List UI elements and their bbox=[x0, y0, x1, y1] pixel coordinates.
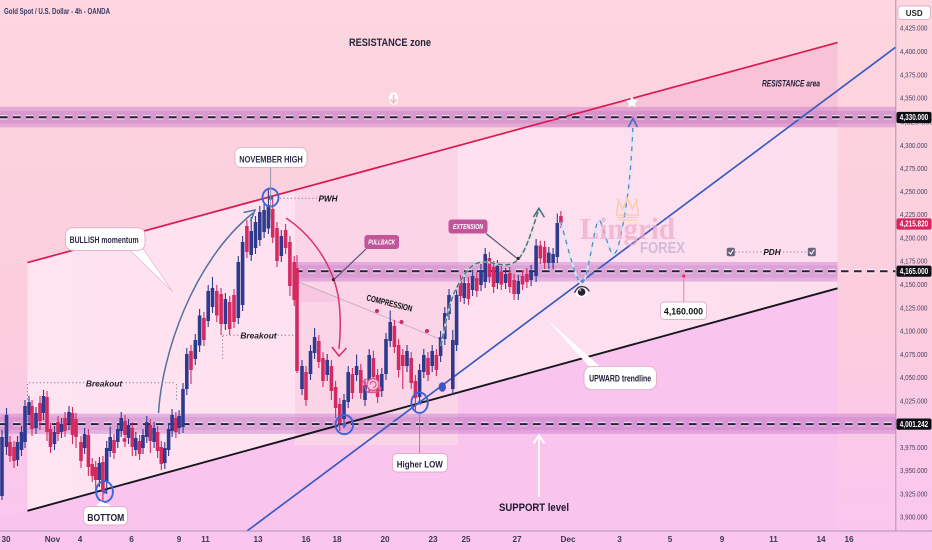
svg-text:4,025.000: 4,025.000 bbox=[900, 396, 928, 405]
svg-text:Breakout: Breakout bbox=[86, 378, 124, 388]
svg-text:11: 11 bbox=[201, 535, 210, 544]
svg-text:Dec: Dec bbox=[560, 535, 575, 544]
svg-text:5: 5 bbox=[668, 535, 673, 544]
svg-text:4,275.000: 4,275.000 bbox=[900, 164, 928, 173]
svg-text:23: 23 bbox=[428, 535, 438, 544]
svg-text:Gold Spot / U.S. Dollar - 4h -: Gold Spot / U.S. Dollar - 4h - OANDA bbox=[4, 7, 110, 16]
svg-text:4,100.000: 4,100.000 bbox=[900, 327, 928, 336]
svg-text:25: 25 bbox=[461, 535, 471, 544]
svg-text:FOREX: FOREX bbox=[640, 240, 686, 257]
svg-text:UPWARD trendline: UPWARD trendline bbox=[589, 373, 651, 384]
svg-text:SUPPORT level: SUPPORT level bbox=[499, 502, 569, 514]
svg-text:27: 27 bbox=[512, 535, 522, 544]
svg-text:3,900.000: 3,900.000 bbox=[900, 513, 928, 522]
svg-text:3,975.000: 3,975.000 bbox=[900, 443, 928, 452]
svg-text:16: 16 bbox=[301, 535, 311, 544]
svg-text:9: 9 bbox=[720, 535, 725, 544]
svg-text:3,950.000: 3,950.000 bbox=[900, 466, 928, 475]
svg-text:BOTTOM: BOTTOM bbox=[87, 513, 124, 524]
svg-text:6: 6 bbox=[129, 535, 134, 544]
svg-text:PULLBACK: PULLBACK bbox=[368, 240, 396, 247]
svg-text:4: 4 bbox=[78, 535, 83, 544]
svg-text:4,400.000: 4,400.000 bbox=[900, 47, 928, 56]
svg-text:Higher LOW: Higher LOW bbox=[397, 459, 443, 470]
svg-text:20: 20 bbox=[380, 535, 390, 544]
svg-text:4,125.000: 4,125.000 bbox=[900, 303, 928, 312]
svg-text:4,150.000: 4,150.000 bbox=[900, 280, 928, 289]
svg-text:PDH: PDH bbox=[763, 248, 781, 257]
svg-text:4,300.000: 4,300.000 bbox=[900, 141, 928, 150]
svg-text:4,160.000: 4,160.000 bbox=[664, 307, 703, 317]
svg-text:4,075.000: 4,075.000 bbox=[900, 350, 928, 359]
svg-text:RESISTANCE area: RESISTANCE area bbox=[762, 78, 820, 88]
svg-text:4,350.000: 4,350.000 bbox=[900, 94, 928, 103]
svg-text:4,200.000: 4,200.000 bbox=[900, 234, 928, 243]
svg-text:3: 3 bbox=[617, 535, 622, 544]
svg-text:EXTENSION: EXTENSION bbox=[453, 224, 484, 231]
svg-text:Lingrid: Lingrid bbox=[580, 211, 675, 246]
svg-text:4,165.000: 4,165.000 bbox=[900, 267, 929, 276]
svg-text:BULLISH momentum: BULLISH momentum bbox=[70, 235, 139, 245]
svg-text:30: 30 bbox=[1, 535, 11, 544]
svg-text:4,215.820: 4,215.820 bbox=[900, 220, 929, 229]
svg-text:4,425.000: 4,425.000 bbox=[900, 24, 928, 33]
svg-text:4,250.000: 4,250.000 bbox=[900, 187, 928, 196]
svg-text:4,001.242: 4,001.242 bbox=[900, 420, 929, 429]
svg-text:4,175.000: 4,175.000 bbox=[900, 257, 928, 266]
svg-text:Nov: Nov bbox=[45, 535, 61, 544]
svg-text:9: 9 bbox=[177, 535, 182, 544]
svg-text:3,925.000: 3,925.000 bbox=[900, 489, 928, 498]
svg-text:NOVEMBER HIGH: NOVEMBER HIGH bbox=[239, 154, 303, 164]
svg-text:4,225.000: 4,225.000 bbox=[900, 210, 928, 219]
svg-text:PWH: PWH bbox=[318, 195, 338, 204]
svg-text:4,375.000: 4,375.000 bbox=[900, 71, 928, 80]
svg-text:Breakout: Breakout bbox=[240, 330, 278, 340]
svg-text:4,330.000: 4,330.000 bbox=[900, 113, 929, 122]
svg-text:16: 16 bbox=[844, 535, 854, 544]
svg-text:4,050.000: 4,050.000 bbox=[900, 373, 928, 382]
svg-text:14: 14 bbox=[816, 535, 826, 544]
svg-text:11: 11 bbox=[769, 535, 778, 544]
svg-text:USD: USD bbox=[906, 9, 923, 18]
svg-text:13: 13 bbox=[253, 535, 263, 544]
svg-text:18: 18 bbox=[332, 535, 342, 544]
svg-text:RESISTANCE zone: RESISTANCE zone bbox=[349, 37, 431, 49]
